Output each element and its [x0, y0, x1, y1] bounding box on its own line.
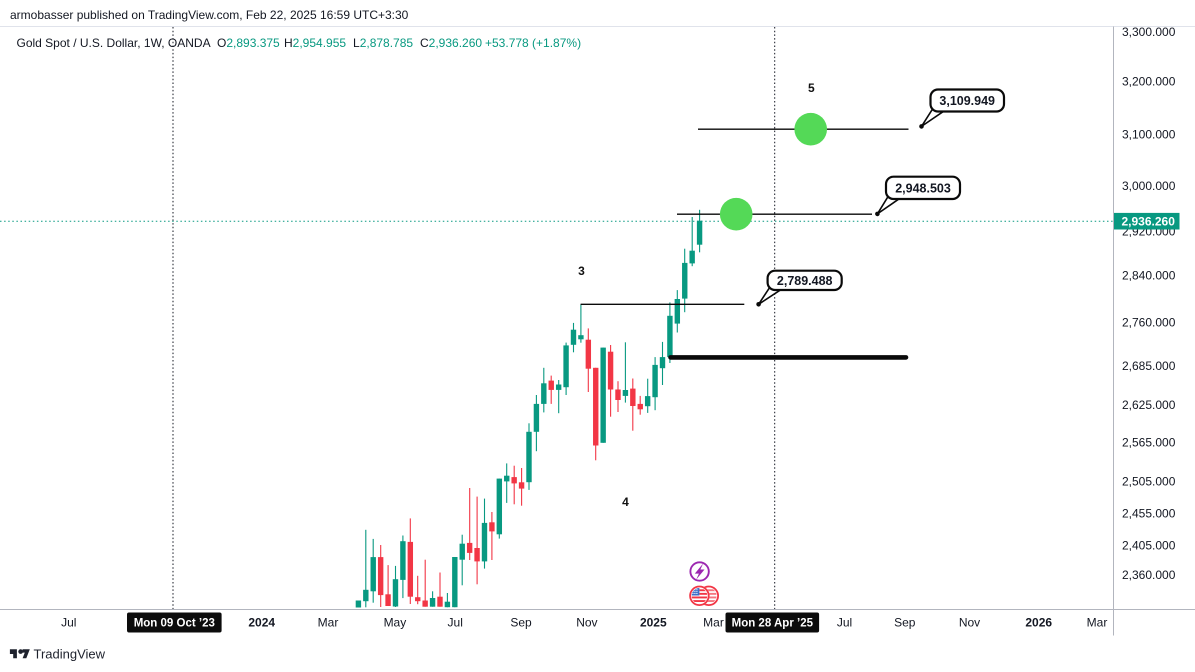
svg-text:May: May — [384, 616, 407, 630]
svg-text:5: 5 — [808, 81, 815, 95]
svg-text:H2,954.955: H2,954.955 — [284, 36, 346, 50]
svg-text:TradingView: TradingView — [34, 647, 106, 662]
svg-text:Gold Spot / U.S. Dollar, 1W, O: Gold Spot / U.S. Dollar, 1W, OANDA — [17, 36, 211, 50]
svg-text:3,200.000: 3,200.000 — [1122, 75, 1176, 89]
svg-text:2,565.000: 2,565.000 — [1122, 435, 1176, 449]
svg-text:L2,878.785: L2,878.785 — [353, 36, 413, 50]
svg-text:2025: 2025 — [640, 616, 667, 630]
svg-text:3: 3 — [578, 264, 585, 278]
svg-text:2,840.000: 2,840.000 — [1122, 269, 1176, 283]
svg-text:2026: 2026 — [1025, 616, 1052, 630]
svg-text:3,100.000: 3,100.000 — [1122, 128, 1176, 142]
svg-text:Mon 09 Oct ’23: Mon 09 Oct ’23 — [134, 618, 215, 630]
svg-text:Mar: Mar — [1087, 616, 1108, 630]
svg-text:Sep: Sep — [894, 616, 916, 630]
svg-text:Nov: Nov — [959, 616, 980, 630]
svg-text:C2,936.260: C2,936.260 — [420, 36, 482, 50]
svg-text:Mar: Mar — [703, 616, 724, 630]
svg-text:Jul: Jul — [837, 616, 852, 630]
svg-text:3,000.000: 3,000.000 — [1122, 179, 1176, 193]
svg-text:3,300.000: 3,300.000 — [1122, 25, 1176, 39]
svg-text:2,760.000: 2,760.000 — [1122, 315, 1176, 329]
svg-text:2,505.000: 2,505.000 — [1122, 475, 1176, 489]
svg-text:2,455.000: 2,455.000 — [1122, 507, 1176, 521]
svg-text:3,109.949: 3,109.949 — [939, 94, 995, 108]
svg-text:2,405.000: 2,405.000 — [1122, 538, 1176, 552]
svg-text:2,625.000: 2,625.000 — [1122, 398, 1176, 412]
svg-text:Nov: Nov — [576, 616, 597, 630]
svg-text:Mar: Mar — [318, 616, 339, 630]
svg-text:Jul: Jul — [448, 616, 463, 630]
svg-text:2,360.000: 2,360.000 — [1122, 568, 1176, 582]
svg-text:2,685.000: 2,685.000 — [1122, 359, 1176, 373]
svg-text:2,789.488: 2,789.488 — [777, 274, 833, 288]
svg-text:2,936.260: 2,936.260 — [1122, 215, 1176, 229]
svg-text:+53.778 (+1.87%): +53.778 (+1.87%) — [485, 36, 581, 50]
svg-text:O2,893.375: O2,893.375 — [217, 36, 280, 50]
svg-text:4: 4 — [622, 495, 629, 509]
svg-text:Jul: Jul — [61, 616, 76, 630]
svg-text:Mon 28 Apr ’25: Mon 28 Apr ’25 — [732, 618, 814, 630]
svg-text:2,948.503: 2,948.503 — [895, 182, 951, 196]
svg-text:2024: 2024 — [248, 616, 275, 630]
svg-text:Sep: Sep — [510, 616, 532, 630]
svg-text:armobasser published on Tradin: armobasser published on TradingView.com,… — [10, 8, 409, 22]
